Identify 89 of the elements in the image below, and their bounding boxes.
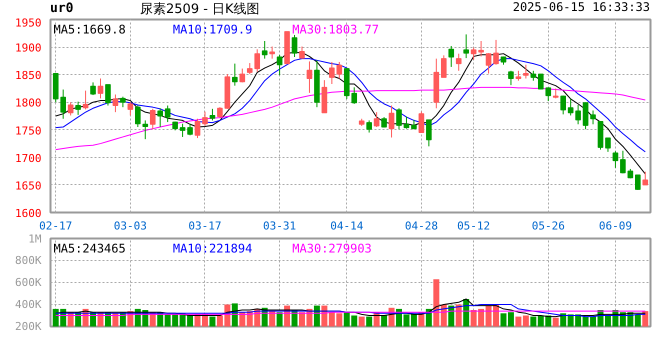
- text: MA10:221894: [172, 242, 252, 256]
- y-tick-label: 1M: [28, 232, 42, 246]
- candlestick: [545, 86, 552, 102]
- candlestick: [351, 86, 358, 104]
- candlestick: [120, 96, 126, 108]
- candlestick: [306, 60, 312, 94]
- y-tick-label: 1800: [15, 96, 42, 110]
- y-tick-label: 1950: [15, 16, 42, 30]
- candlestick: [456, 53, 462, 72]
- text: MA10:1709.9: [172, 22, 252, 36]
- candlestick: [575, 104, 581, 125]
- candlestick: [254, 48, 260, 72]
- candlestick: [210, 108, 216, 121]
- y-tick-label: 200K: [15, 320, 42, 333]
- candlestick: [620, 150, 626, 174]
- y-tick-label: 1650: [15, 179, 42, 192]
- candlestick: [538, 74, 544, 90]
- candlestick: [142, 120, 148, 140]
- candlestick: [82, 90, 88, 110]
- candlestick: [523, 64, 529, 80]
- x-tick-label: 03-31: [263, 220, 296, 232]
- y-tick-label: 400K: [15, 298, 42, 311]
- candlestick: [440, 54, 447, 78]
- candlestick: [426, 119, 432, 147]
- candlestick: [374, 112, 380, 128]
- candlestick: [276, 54, 282, 76]
- candlestick: [246, 62, 253, 75]
- candlestick: [150, 108, 156, 130]
- candlestick: [75, 101, 81, 116]
- candlestick: [164, 105, 170, 123]
- candlestick: [292, 34, 298, 58]
- chart-subtitle: ur0: [50, 1, 74, 16]
- y-tick-label: 1600: [15, 207, 42, 220]
- candlestick: [232, 63, 238, 86]
- candlestick: [568, 98, 574, 116]
- line-series: [55, 304, 646, 318]
- candlestick: [448, 45, 454, 68]
- candlestick: [366, 120, 372, 134]
- text: 2025-06-15 16:33:33: [512, 0, 650, 14]
- candlestick: [478, 40, 484, 57]
- y-tick-label: 800K: [15, 254, 42, 267]
- candlestick: [560, 95, 566, 115]
- candlestick: [470, 47, 476, 60]
- candlestick: [105, 84, 111, 106]
- candlestick: [269, 46, 275, 60]
- line-series: [55, 86, 646, 150]
- candlestick: [112, 94, 118, 113]
- text: MA5:243465: [53, 242, 126, 256]
- candlestick: [98, 78, 104, 99]
- x-tick-label: 02-17: [39, 220, 72, 232]
- candlestick: [135, 105, 141, 128]
- y-tick-label: 600K: [15, 276, 42, 289]
- text: MA30:1803.77: [292, 22, 379, 36]
- y-tick-label: 1900: [15, 42, 42, 55]
- candlestick: [329, 61, 335, 85]
- candlestick: [628, 168, 634, 179]
- x-tick-label: 05-12: [457, 220, 490, 232]
- candlestick: [60, 89, 66, 120]
- candlestick: [516, 70, 522, 82]
- candlestick: [90, 82, 96, 96]
- candlestick: [418, 111, 424, 134]
- x-tick-label: 06-09: [598, 220, 632, 232]
- x-tick-label: 04-14: [330, 220, 364, 232]
- candlestick: [635, 174, 641, 190]
- text: MA5:1669.8: [53, 22, 126, 36]
- candlestick: [299, 46, 305, 60]
- candlestick: [388, 105, 394, 138]
- candlestick: [239, 68, 246, 83]
- y-tick-label: 1850: [15, 69, 42, 82]
- candlestick: [262, 40, 268, 60]
- candlestick: [508, 70, 514, 86]
- x-tick-label: 03-17: [188, 220, 222, 232]
- candlestick: [463, 34, 469, 59]
- y-tick-label: 1750: [15, 124, 42, 138]
- candlestick: [217, 106, 223, 119]
- candlestick: [642, 171, 648, 186]
- candlestick: [157, 108, 164, 128]
- y-tick-label: 1700: [15, 152, 42, 165]
- candlestick: [530, 70, 536, 82]
- candlestick: [336, 61, 342, 80]
- x-tick-label: 04-28: [404, 220, 438, 232]
- candlestick: [612, 150, 618, 168]
- candlestick: [128, 102, 134, 116]
- x-tick-label: 05-26: [532, 220, 565, 232]
- chart-title: 尿素2509 - 日K线图: [140, 1, 260, 18]
- candlestick: [552, 88, 559, 99]
- x-tick-label: 03-03: [114, 220, 147, 232]
- candlestick: [68, 102, 74, 116]
- text: MA30:279903: [292, 242, 372, 256]
